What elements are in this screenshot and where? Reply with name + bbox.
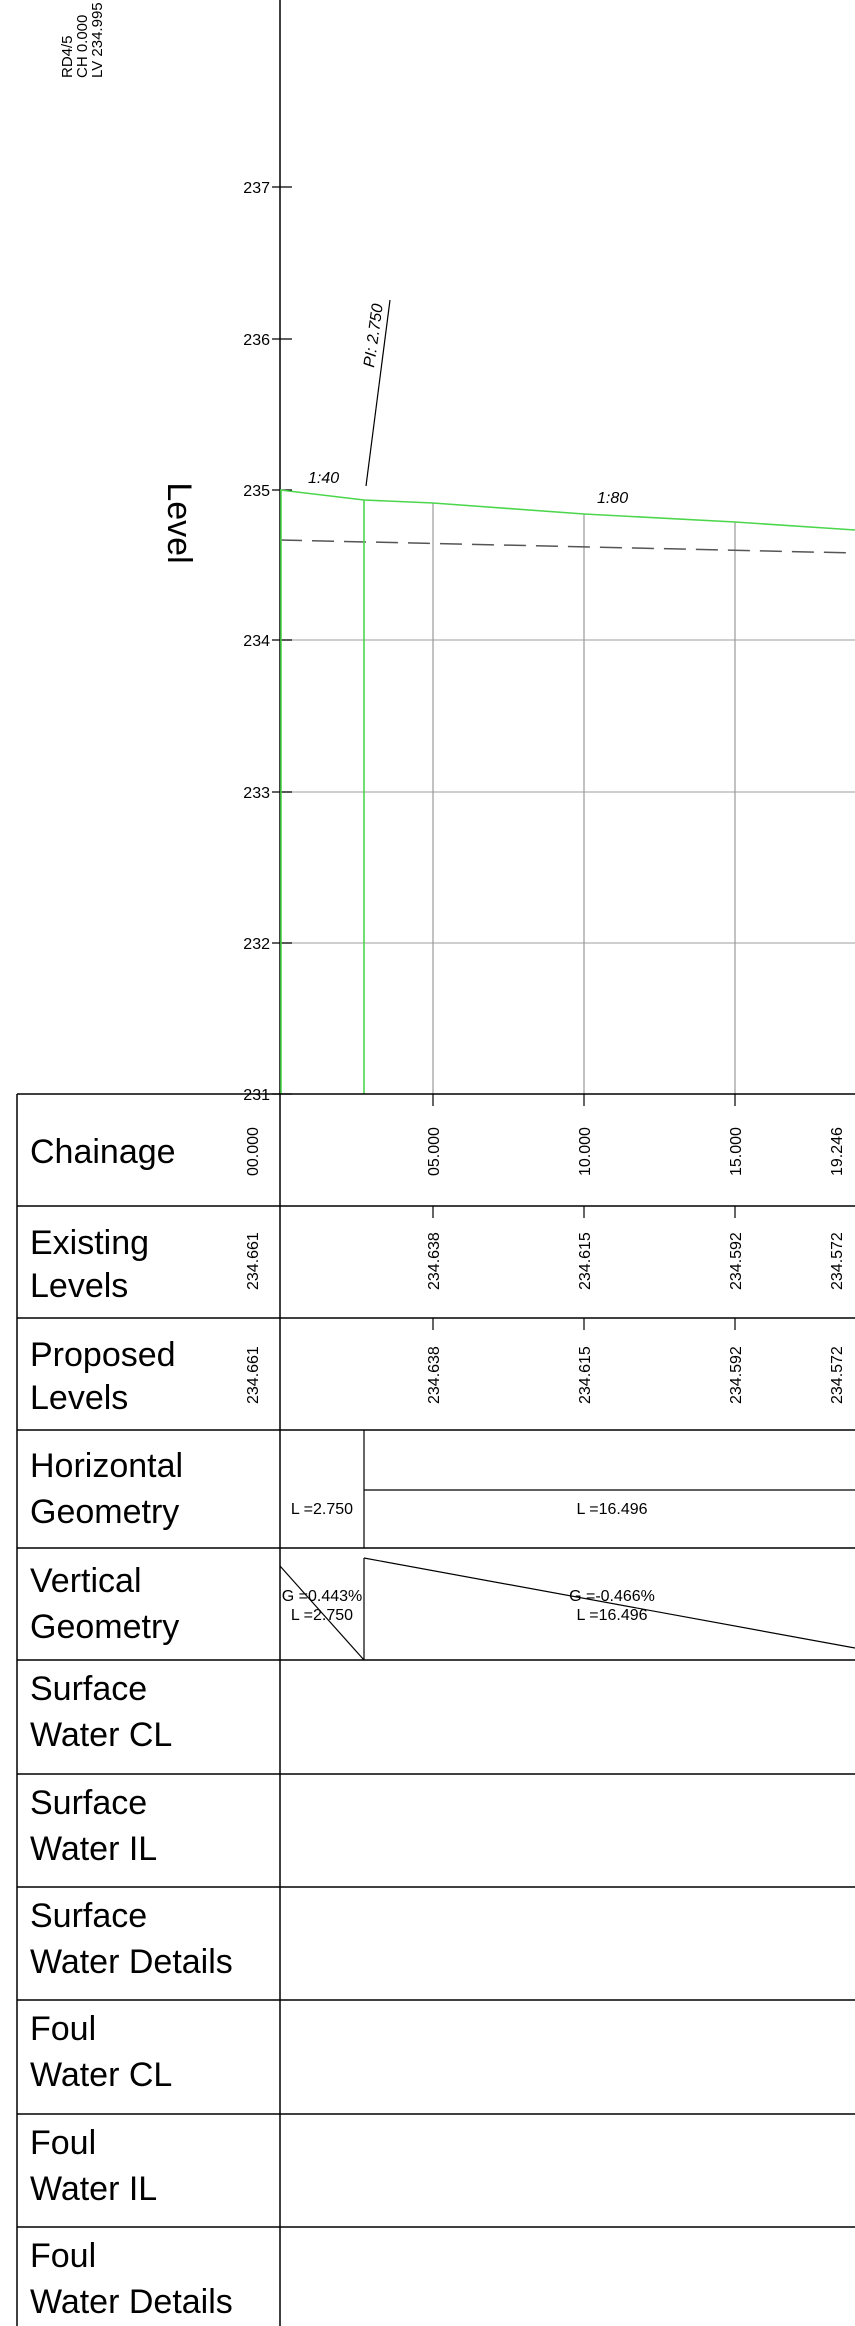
row-label-existing-1: Existing bbox=[30, 1224, 149, 1262]
proposed-levels-row: 234.661 234.638 234.615 234.592 234.572 bbox=[245, 1318, 846, 1404]
vg-grade-line-1 bbox=[279, 1565, 365, 1661]
section-header: RD4/5 CH 0.000 LV 234.995 bbox=[59, 2, 106, 78]
existing-ground-line bbox=[279, 539, 855, 554]
chainage-value: 05.000 bbox=[426, 1127, 443, 1176]
proposed-level-line bbox=[279, 489, 855, 531]
proposed-profile bbox=[279, 489, 855, 1094]
chainage-value: 00.000 bbox=[245, 1127, 262, 1176]
vg-length-1: L =2.750 bbox=[291, 1607, 353, 1624]
row-label-horizontal-2: Geometry bbox=[30, 1493, 179, 1531]
existing-value: 234.572 bbox=[829, 1232, 846, 1290]
y-tick-label: 237 bbox=[243, 180, 270, 197]
grade-label-2: 1:80 bbox=[597, 490, 628, 507]
header-line-2: CH 0.000 bbox=[74, 15, 91, 78]
vertical-geometry-row: G =0.443% L =2.750 G =-0.466% L =16.496 bbox=[279, 1557, 855, 1661]
row-label-vertical-2: Geometry bbox=[30, 1608, 179, 1646]
y-tick-label: 233 bbox=[243, 785, 270, 802]
hg-length-1: L =2.750 bbox=[291, 1501, 353, 1518]
vg-length-2: L =16.496 bbox=[576, 1607, 647, 1624]
horizontal-geometry-row: L =2.750 L =16.496 bbox=[291, 1430, 855, 1548]
row-labels: Chainage Existing Levels Proposed Levels… bbox=[30, 1133, 233, 2321]
y-tick-label: 236 bbox=[243, 332, 270, 349]
grid bbox=[280, 639, 855, 944]
row-label-swil-2: Water IL bbox=[30, 1830, 157, 1868]
row-label-proposed-2: Levels bbox=[30, 1379, 128, 1417]
header-line-1: RD4/5 bbox=[59, 35, 76, 78]
existing-levels-row: 234.661 234.638 234.615 234.592 234.572 bbox=[245, 1206, 846, 1290]
row-label-fwil-1: Foul bbox=[30, 2124, 96, 2162]
row-label-horizontal-1: Horizontal bbox=[30, 1447, 183, 1485]
vg-grade-2: G =-0.466% bbox=[569, 1588, 655, 1605]
chainage-value: 15.000 bbox=[728, 1127, 745, 1176]
row-label-fwil-2: Water IL bbox=[30, 2170, 157, 2208]
y-tick-label: 234 bbox=[243, 633, 270, 650]
y-tick-label: 235 bbox=[243, 483, 270, 500]
row-label-chainage: Chainage bbox=[30, 1133, 176, 1171]
row-label-swil-1: Surface bbox=[30, 1784, 147, 1822]
row-label-swd-1: Surface bbox=[30, 1897, 147, 1935]
axis-title: Level bbox=[160, 482, 198, 563]
row-label-fwd-2: Water Details bbox=[30, 2283, 233, 2321]
row-label-swd-2: Water Details bbox=[30, 1943, 233, 1981]
y-axis-labels: 237 236 235 234 233 232 231 bbox=[243, 180, 270, 1104]
proposed-value: 234.592 bbox=[728, 1346, 745, 1404]
row-label-fwcl-1: Foul bbox=[30, 2010, 96, 2048]
chainage-value: 10.000 bbox=[577, 1127, 594, 1176]
row-label-proposed-1: Proposed bbox=[30, 1336, 176, 1374]
row-label-fwcl-2: Water CL bbox=[30, 2056, 172, 2094]
grade-label-1: 1:40 bbox=[308, 470, 339, 487]
y-axis-ticks bbox=[272, 186, 292, 1095]
row-label-swcl-1: Surface bbox=[30, 1670, 147, 1708]
row-label-vertical-1: Vertical bbox=[30, 1562, 142, 1600]
existing-value: 234.638 bbox=[426, 1232, 443, 1290]
proposed-value: 234.572 bbox=[829, 1346, 846, 1404]
vg-grade-1: G =0.443% bbox=[282, 1588, 363, 1605]
header-line-3: LV 234.995 bbox=[89, 2, 106, 78]
chainage-value: 19.246 bbox=[829, 1127, 846, 1176]
row-label-fwd-1: Foul bbox=[30, 2237, 96, 2275]
existing-value: 234.661 bbox=[245, 1232, 262, 1290]
station-lines bbox=[432, 503, 736, 1094]
y-tick-label: 232 bbox=[243, 936, 270, 953]
vg-grade-line-2 bbox=[363, 1557, 855, 1649]
chainage-row: 00.000 05.000 10.000 15.000 19.246 bbox=[245, 1094, 846, 1176]
pi-leader-line bbox=[365, 299, 391, 487]
row-label-existing-2: Levels bbox=[30, 1267, 128, 1305]
row-label-swcl-2: Water CL bbox=[30, 1716, 172, 1754]
existing-value: 234.592 bbox=[728, 1232, 745, 1290]
proposed-value: 234.638 bbox=[426, 1346, 443, 1404]
hg-length-2: L =16.496 bbox=[576, 1501, 647, 1518]
existing-value: 234.615 bbox=[577, 1232, 594, 1290]
proposed-value: 234.615 bbox=[577, 1346, 594, 1404]
y-tick-label: 231 bbox=[243, 1087, 270, 1104]
proposed-value: 234.661 bbox=[245, 1346, 262, 1404]
data-table bbox=[16, 1093, 855, 2326]
